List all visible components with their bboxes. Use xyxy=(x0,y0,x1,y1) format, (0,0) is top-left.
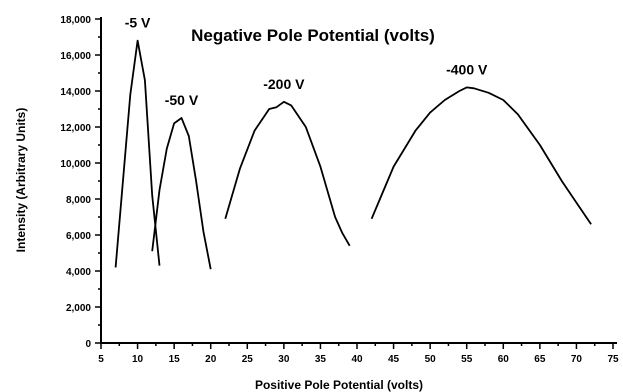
x-axis-ticks: 5 10 15 20 25 30 35 40 45 50 55 60 65 70 75 xyxy=(98,343,619,365)
x-tick-label: 25 xyxy=(242,354,254,365)
x-tick-label: 75 xyxy=(607,354,619,365)
series-group xyxy=(114,39,592,270)
y-tick-label: 4,000 xyxy=(66,267,91,278)
y-tick-label: 10,000 xyxy=(60,159,91,170)
y-tick-label: 18,000 xyxy=(60,15,91,26)
x-axis-title: Positive Pole Potential (volts) xyxy=(255,378,423,392)
chart-title: Negative Pole Potential (volts) xyxy=(191,26,435,45)
x-tick-label: 20 xyxy=(205,354,217,365)
x-tick-label: 35 xyxy=(315,354,327,365)
series-label-1: -50 V xyxy=(165,92,199,108)
x-tick-label: 5 xyxy=(98,354,104,365)
y-tick-label: 16,000 xyxy=(60,51,91,62)
series-label-0: -5 V xyxy=(125,15,151,31)
x-tick-label: 30 xyxy=(278,354,290,365)
y-tick-label: 12,000 xyxy=(60,123,91,134)
axes xyxy=(100,17,617,344)
x-tick-label: 15 xyxy=(169,354,181,365)
x-tick-label: 70 xyxy=(571,354,583,365)
x-tick-label: 50 xyxy=(425,354,437,365)
series-line-2 xyxy=(224,100,351,247)
y-tick-label: 0 xyxy=(85,339,91,350)
y-tick-label: 6,000 xyxy=(66,231,91,242)
x-tick-label: 60 xyxy=(498,354,510,365)
x-tick-label: 45 xyxy=(388,354,400,365)
series-label-2: -200 V xyxy=(263,76,305,92)
x-tick-label: 65 xyxy=(534,354,546,365)
y-axis-ticks: 0 2,000 4,000 6,000 8,000 10,000 12,000 14,000 1… xyxy=(60,15,101,350)
series-line-1 xyxy=(151,117,212,270)
series-line-0 xyxy=(114,39,161,268)
y-tick-label: 14,000 xyxy=(60,87,91,98)
y-tick-label: 2,000 xyxy=(66,303,91,314)
series-label-3: -400 V xyxy=(446,61,488,77)
series-labels: -5 V -50 V -200 V -400 V xyxy=(125,15,488,108)
x-tick-label: 10 xyxy=(132,354,144,365)
x-tick-label: 55 xyxy=(461,354,473,365)
x-tick-label: 40 xyxy=(351,354,363,365)
y-tick-label: 8,000 xyxy=(66,195,91,206)
series-line-3 xyxy=(370,86,592,225)
y-axis-title: Intensity (Arbitrary Units) xyxy=(14,108,28,253)
